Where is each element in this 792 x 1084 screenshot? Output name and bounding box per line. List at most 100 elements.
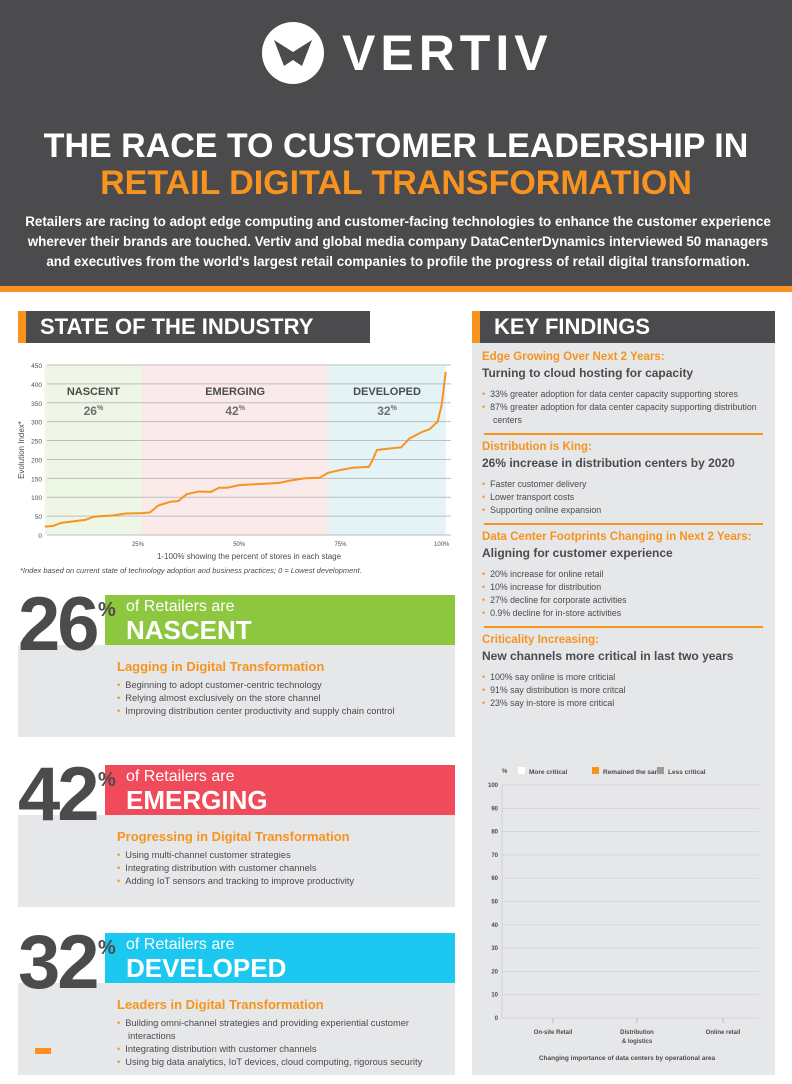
- list-item: Lower transport costs: [482, 491, 765, 504]
- finding-heading: Edge Growing Over Next 2 Years:: [482, 351, 665, 363]
- y-tick-label: 400: [31, 382, 42, 389]
- section-divider: [484, 523, 763, 525]
- region-percent-value: 32: [377, 404, 391, 418]
- x-tick-label: 25%: [132, 542, 145, 548]
- region-nascent: [44, 365, 142, 535]
- list-item: 27% decline for corporate activities: [482, 594, 765, 607]
- finding-subheading: Aligning for customer experience: [482, 546, 673, 560]
- stage-percent: 32: [18, 920, 100, 1005]
- finding-subheading: Turning to cloud hosting for capacity: [482, 366, 694, 380]
- section-divider: [484, 626, 763, 628]
- list-item: 87% greater adoption for data center cap…: [482, 401, 765, 427]
- x-tick-label: 75%: [334, 542, 347, 548]
- legend-label: Remained the same: [603, 769, 664, 776]
- stage-of-label: of Retailers are: [126, 598, 235, 615]
- y-axis-label: Evolution Index*: [17, 421, 26, 479]
- legend-label: Less critical: [668, 769, 706, 776]
- region-label: EMERGING: [205, 386, 265, 398]
- criticality-bar-chart: % More critical Remained the same Less crit…: [488, 767, 759, 1062]
- y-tick-label: 0: [495, 1016, 499, 1022]
- region-label: DEVELOPED: [353, 386, 421, 398]
- evolution-index-chart: NASCENT 26% EMERGING 42% DEVELOPED 32% 0 50 100 1…: [17, 363, 451, 561]
- list-item: Faster customer delivery: [482, 478, 765, 491]
- list-item: 23% say in-store is more critical: [482, 697, 765, 710]
- y-unit-label: %: [502, 769, 508, 775]
- percent-sign: %: [97, 405, 104, 412]
- category-label: Distribution & logistics: [620, 1030, 654, 1045]
- y-tick-label: 350: [31, 401, 42, 408]
- y-tick-label: 80: [491, 830, 498, 836]
- list-item: Using multi-channel customer strategies: [117, 849, 447, 862]
- header: VERTIV THE RACE TO CUSTOMER LEADERSHIP I…: [0, 0, 792, 286]
- region-percent-value: 26: [84, 404, 98, 418]
- category-label-line: Online retail: [706, 1030, 741, 1036]
- region-percent: 32%: [377, 404, 397, 418]
- legend-swatch: [592, 767, 599, 774]
- region-percent: 26%: [84, 404, 104, 418]
- list-item: Adding IoT sensors and tracking to impro…: [117, 875, 447, 888]
- list-item: 33% greater adoption for data center cap…: [482, 388, 765, 401]
- y-tick-label: 70: [491, 853, 498, 859]
- title-line-1: THE RACE TO CUSTOMER LEADERSHIP IN: [43, 127, 749, 165]
- vertiv-logo-icon: [262, 22, 324, 84]
- finding-subheading: New channels more critical in last two y…: [482, 649, 734, 663]
- key-findings-heading: KEY FINDINGS: [472, 311, 775, 343]
- stage-name: DEVELOPED: [126, 953, 287, 983]
- section-divider: [484, 433, 763, 435]
- y-tick-label: 10: [491, 993, 498, 999]
- percent-sign: %: [391, 405, 398, 412]
- region-percent: 42%: [225, 404, 245, 418]
- list-item: Improving distribution center productivi…: [117, 705, 447, 718]
- evolution-line: [44, 371, 447, 528]
- stage-band: [105, 933, 455, 983]
- intro-text: Retailers are racing to adopt edge compu…: [25, 214, 771, 269]
- finding-heading: Criticality Increasing:: [482, 634, 599, 646]
- category-label-line: & logistics: [622, 1039, 653, 1045]
- chart-title: Changing importance of data centers by o…: [539, 1055, 716, 1062]
- chart-footnote: *Index based on current state of technol…: [20, 566, 362, 575]
- category-label-line: Distribution: [620, 1030, 654, 1036]
- percent-sign: %: [98, 937, 116, 959]
- logo-text: VERTIV: [342, 25, 553, 81]
- y-tick-label: 100: [488, 783, 499, 789]
- stage-subtitle: Lagging in Digital Transformation: [117, 659, 325, 674]
- key-findings-panel: Edge Growing Over Next 2 Years: Turning …: [472, 343, 775, 1075]
- y-tick-label: 90: [491, 806, 498, 812]
- region-label: NASCENT: [67, 386, 120, 398]
- header-divider: [0, 286, 792, 292]
- legend-swatch: [657, 767, 664, 774]
- finding-heading: Data Center Footprints Changing in Next …: [482, 531, 752, 543]
- percent-sign: %: [98, 769, 116, 791]
- category-label: On-site Retail: [534, 1030, 573, 1036]
- stage-of-label: of Retailers are: [126, 936, 235, 953]
- y-tick-label: 50: [491, 900, 498, 906]
- list-item: Building omni-channel strategies and pro…: [117, 1017, 447, 1043]
- region-developed: [328, 365, 446, 535]
- y-tick-label: 100: [31, 495, 42, 502]
- finding-section: Data Center Footprints Changing in Next …: [482, 531, 765, 628]
- y-tick-label: 30: [491, 946, 498, 952]
- category-label-line: On-site Retail: [534, 1030, 573, 1036]
- stage-percent: 42: [18, 752, 100, 837]
- percent-sign: %: [239, 405, 246, 412]
- finding-heading: Distribution is King:: [482, 441, 592, 453]
- y-tick-label: 20: [491, 969, 498, 975]
- x-tick-label: 100%: [434, 542, 450, 548]
- y-tick-label: 250: [31, 439, 42, 446]
- list-item: Relying almost exclusively on the store …: [117, 692, 447, 705]
- stage-of-label: of Retailers are: [126, 768, 235, 785]
- retailer-stage-nascent: 26 % of Retailers are NASCENT Lagging in…: [18, 582, 455, 737]
- title-line-2: RETAIL DIGITAL TRANSFORMATION: [100, 164, 692, 202]
- list-item: Integrating distribution with customer c…: [117, 1043, 447, 1056]
- legend-swatch: [518, 767, 525, 774]
- y-tick-label: 300: [31, 420, 42, 427]
- stage-band: [105, 765, 455, 815]
- x-tick-label: 50%: [233, 542, 246, 548]
- stage-band: [105, 595, 455, 645]
- vertiv-logo: VERTIV: [262, 22, 553, 84]
- stage-name: NASCENT: [126, 615, 252, 645]
- region-emerging: [142, 365, 329, 535]
- list-item: 91% say distribution is more critcal: [482, 684, 765, 697]
- stage-name: EMERGING: [126, 785, 268, 815]
- list-item: Integrating distribution with customer c…: [117, 862, 447, 875]
